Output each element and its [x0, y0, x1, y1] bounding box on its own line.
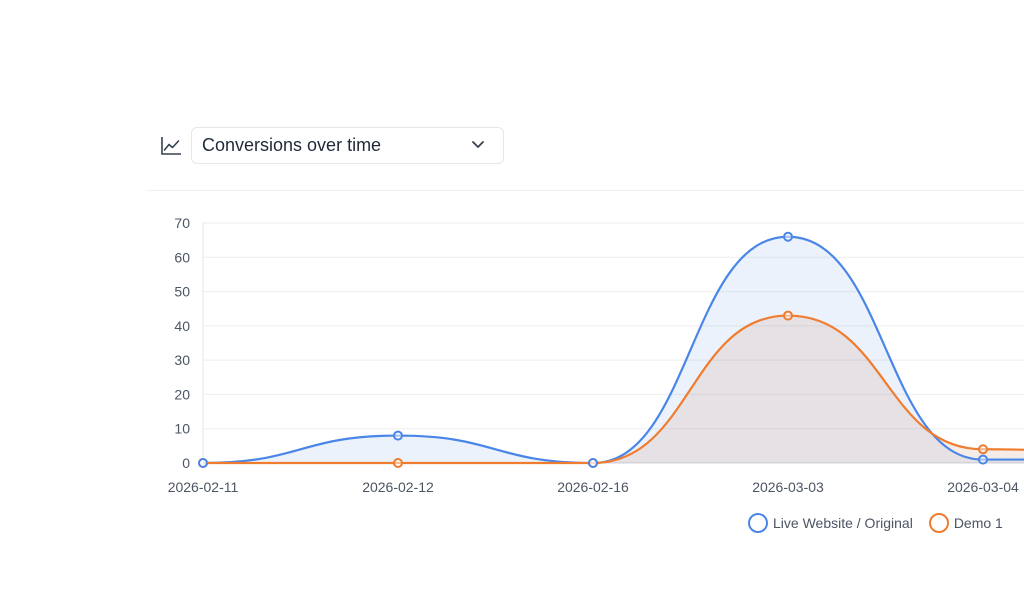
- legend-swatch: [928, 513, 949, 533]
- data-point: [978, 454, 988, 465]
- legend-item[interactable]: Live Website / Original: [748, 513, 913, 533]
- data-point: [198, 458, 208, 468]
- data-point: [393, 430, 403, 441]
- y-tick-label: 50: [174, 284, 190, 300]
- line-chart-icon: [161, 137, 181, 155]
- legend-label: Demo 1: [953, 515, 1003, 531]
- series-area: [203, 315, 1024, 464]
- data-point: [783, 310, 793, 321]
- metric-select-value: Conversions over time: [202, 135, 382, 155]
- series-area: [203, 236, 1024, 463]
- x-tick-label: 2026-03-03: [752, 479, 824, 495]
- y-tick-label: 20: [174, 386, 190, 402]
- x-tick-label: 2026-03-04: [947, 479, 1019, 495]
- y-tick-label: 70: [174, 215, 190, 231]
- x-tick-label: 2026-02-12: [362, 479, 434, 495]
- data-point: [978, 444, 988, 455]
- chart-legend: Live Website / Original Demo 1: [748, 513, 1019, 533]
- header-divider: [147, 190, 1024, 191]
- y-tick-label: 10: [174, 421, 190, 437]
- data-point: [588, 458, 598, 468]
- metric-select[interactable]: Conversions over time: [191, 127, 504, 164]
- legend-swatch: [748, 513, 768, 533]
- legend-label: Live Website / Original: [773, 515, 913, 531]
- legend-item[interactable]: Demo 1: [928, 513, 1003, 533]
- y-tick-label: 0: [182, 455, 190, 471]
- x-tick-label: 2026-02-11: [168, 479, 239, 495]
- y-tick-label: 30: [174, 352, 190, 368]
- data-point: [393, 458, 403, 468]
- data-point: [783, 231, 793, 242]
- y-tick-label: 40: [174, 318, 190, 334]
- y-tick-label: 60: [174, 249, 190, 265]
- chevron-down-icon: [472, 141, 484, 148]
- x-tick-label: 2026-02-16: [557, 479, 629, 495]
